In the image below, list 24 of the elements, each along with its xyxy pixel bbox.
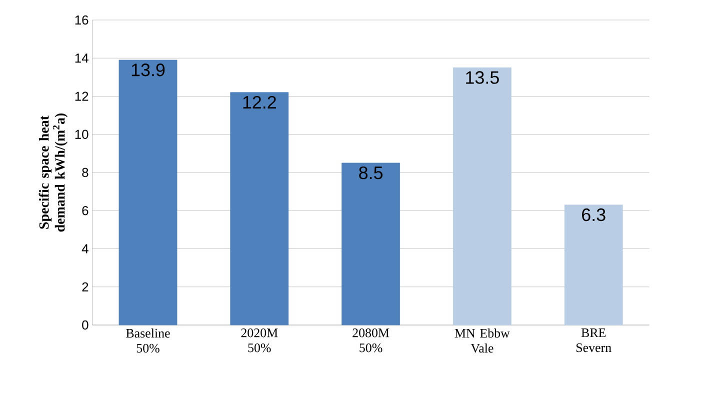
data-label: 8.5 [359,166,383,180]
data-label: 13.9 [132,64,165,76]
y-tick-label: 16 [75,15,88,25]
y-tick-label: 12 [75,92,88,101]
x-tick-label: MN Ebbw Vale [454,328,510,353]
y-tick-label: 0 [82,320,88,330]
bar [342,162,400,326]
y-tick-label: 8 [82,168,88,178]
bar [118,60,178,326]
x-tick-label: Baseline 50% [126,328,170,353]
x-tick-label: 2020M 50% [241,328,278,352]
x-tick-label: BRE Severn [576,328,612,352]
bar [230,92,289,326]
y-tick-label: 2 [82,282,88,292]
y-tick-label: 4 [82,244,88,254]
y-tick-label: 14 [75,54,88,63]
y-tick-label: 6 [82,206,88,216]
data-label: 6.3 [582,208,606,222]
data-label: 12.2 [243,96,276,108]
y-tick-label: 10 [75,130,88,139]
data-label: 13.5 [466,71,499,84]
bar [564,204,623,326]
bar [453,67,512,326]
x-tick-label: 2080M 50% [352,328,390,352]
